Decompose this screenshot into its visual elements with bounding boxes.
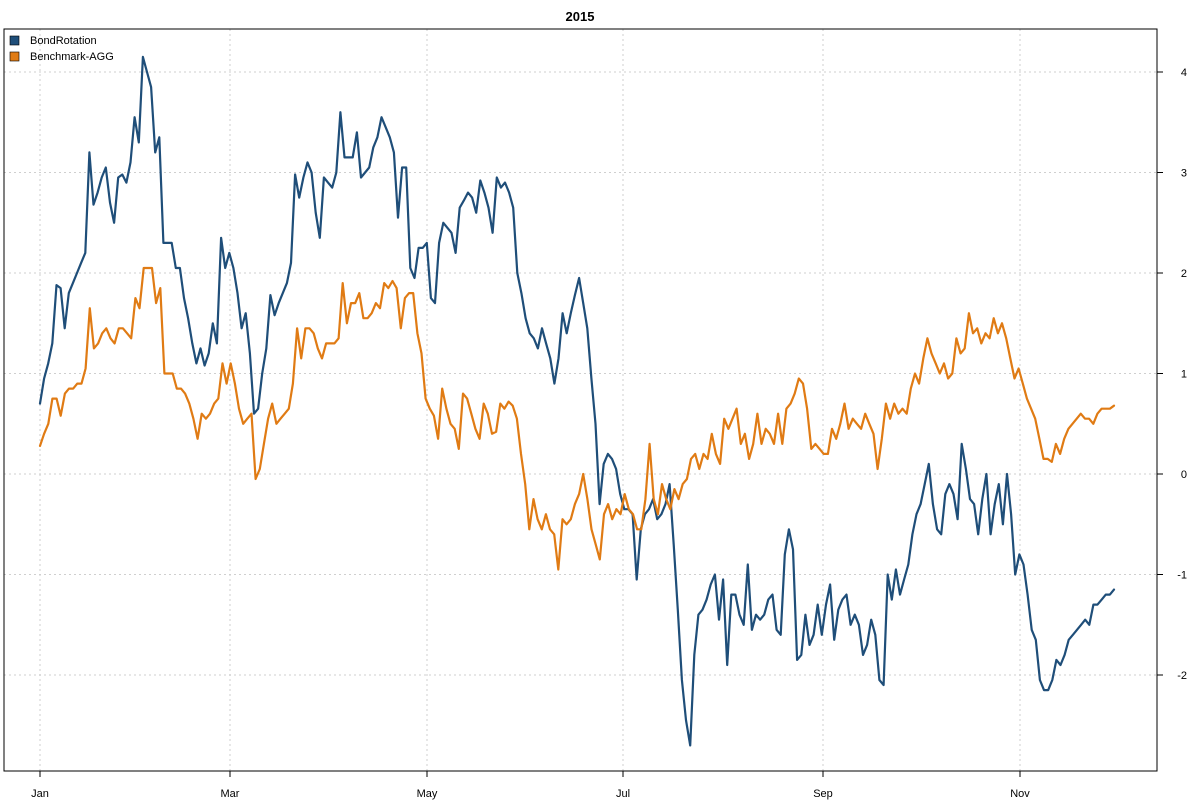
legend-swatch	[9, 51, 20, 62]
legend-label: BondRotation	[30, 35, 97, 47]
legend-label: Benchmark-AGG	[30, 51, 114, 63]
series-line-benchmark-agg	[38, 266, 1116, 571]
x-tick-label: Jul	[616, 788, 630, 800]
legend-swatch	[9, 35, 20, 46]
x-axis: Jan Mar May Jul Sep Nov	[31, 771, 1030, 800]
y-tick-label: 4	[1181, 67, 1187, 79]
y-tick-label: -1	[1177, 570, 1187, 582]
x-tick-label: May	[417, 788, 438, 800]
grid	[4, 29, 1157, 771]
legend: BondRotation Benchmark-AGG	[9, 35, 114, 63]
x-tick-label: Nov	[1010, 788, 1030, 800]
series-lines	[38, 55, 1116, 747]
series-line-bondrotation	[38, 55, 1116, 747]
y-axis: 4 3 2 1 0 -1 -2	[1157, 67, 1187, 682]
y-tick-label: -2	[1177, 670, 1187, 682]
chart-title: 2015	[566, 9, 595, 24]
plot-frame	[3, 28, 1158, 772]
x-tick-label: Mar	[221, 788, 240, 800]
x-tick-label: Sep	[813, 788, 833, 800]
y-tick-label: 0	[1181, 469, 1187, 481]
y-tick-label: 1	[1181, 369, 1187, 381]
x-tick-label: Jan	[31, 788, 49, 800]
y-tick-label: 3	[1181, 168, 1187, 180]
y-tick-label: 2	[1181, 268, 1187, 280]
